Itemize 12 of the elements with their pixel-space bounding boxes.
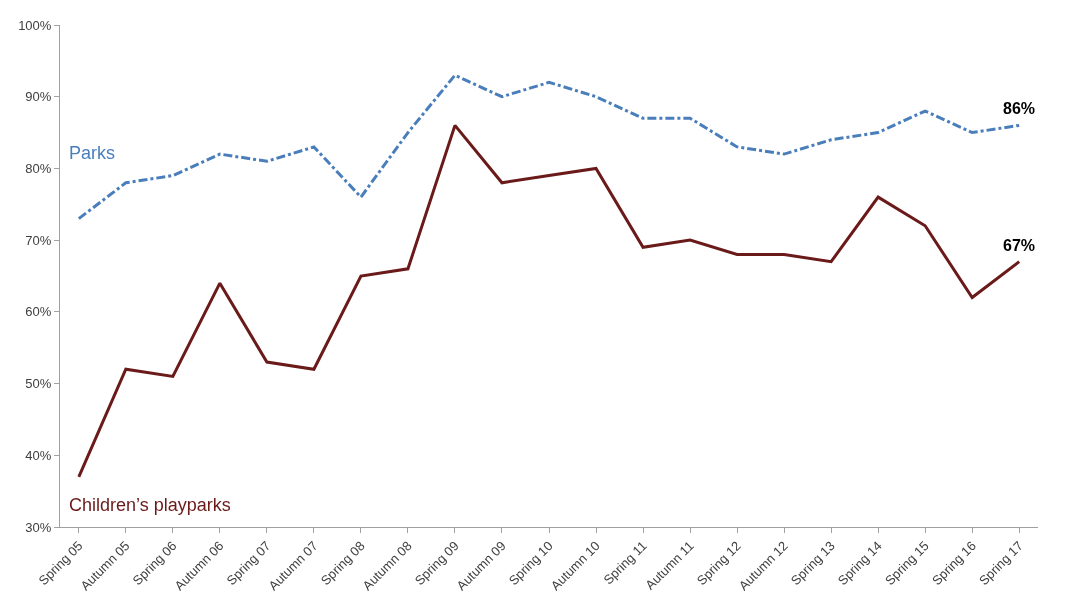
y-tick-label: 30%	[25, 519, 52, 535]
y-tick-label: 100%	[18, 17, 52, 33]
y-tick-label: 70%	[25, 232, 52, 248]
y-tick-label: 40%	[25, 447, 52, 463]
data-label: 67%	[1003, 237, 1036, 254]
y-tick-label: 60%	[25, 304, 52, 320]
series-label: Children’s playparks	[69, 495, 231, 515]
y-tick-label: 90%	[25, 89, 52, 105]
y-tick-label: 80%	[25, 160, 52, 176]
y-tick-label: 50%	[25, 376, 52, 392]
data-label: 86%	[1003, 100, 1036, 117]
series-label: Parks	[69, 143, 116, 163]
